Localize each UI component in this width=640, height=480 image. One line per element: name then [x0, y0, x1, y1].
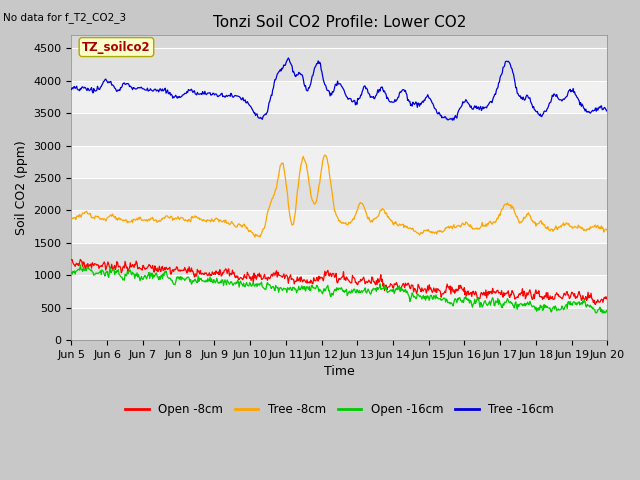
Title: Tonzi Soil CO2 Profile: Lower CO2: Tonzi Soil CO2 Profile: Lower CO2 [212, 15, 466, 30]
Text: No data for f_T2_CO2_3: No data for f_T2_CO2_3 [3, 12, 126, 23]
X-axis label: Time: Time [324, 365, 355, 379]
Legend: Open -8cm, Tree -8cm, Open -16cm, Tree -16cm: Open -8cm, Tree -8cm, Open -16cm, Tree -… [120, 398, 559, 420]
Bar [72, 48, 607, 81]
Bar [72, 113, 607, 145]
Y-axis label: Soil CO2 (ppm): Soil CO2 (ppm) [15, 141, 28, 235]
Bar [72, 81, 607, 113]
Bar [72, 211, 607, 243]
Bar [72, 243, 607, 276]
Bar [72, 178, 607, 211]
Text: TZ_soilco2: TZ_soilco2 [82, 41, 151, 54]
Bar [72, 145, 607, 178]
Bar [72, 308, 607, 340]
Bar [72, 276, 607, 308]
